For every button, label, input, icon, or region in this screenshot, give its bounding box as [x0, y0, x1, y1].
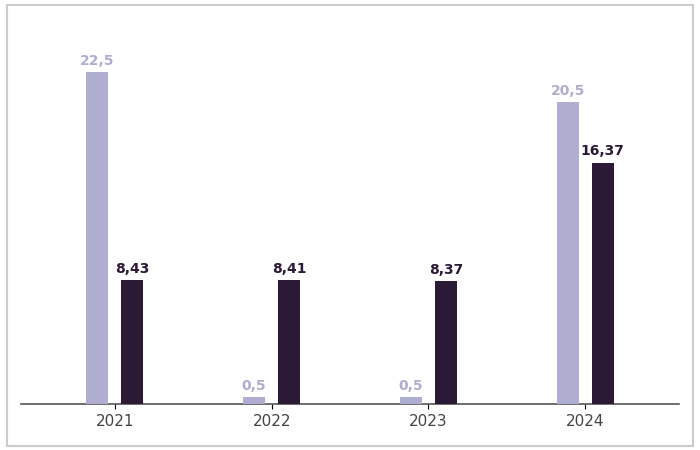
- Bar: [243, 397, 265, 405]
- Text: 20,5: 20,5: [550, 84, 584, 98]
- Bar: [86, 72, 108, 405]
- Text: 22,5: 22,5: [80, 54, 115, 68]
- Bar: [592, 163, 614, 405]
- Text: 16,37: 16,37: [581, 144, 624, 158]
- Bar: [122, 280, 144, 405]
- Text: 0,5: 0,5: [398, 378, 423, 393]
- Bar: [278, 280, 300, 405]
- Text: 0,5: 0,5: [241, 378, 267, 393]
- Bar: [435, 281, 457, 405]
- Bar: [400, 397, 422, 405]
- Text: 8,41: 8,41: [272, 262, 307, 276]
- Text: 8,37: 8,37: [429, 262, 463, 276]
- Text: 8,43: 8,43: [116, 261, 150, 276]
- Bar: [556, 102, 578, 405]
